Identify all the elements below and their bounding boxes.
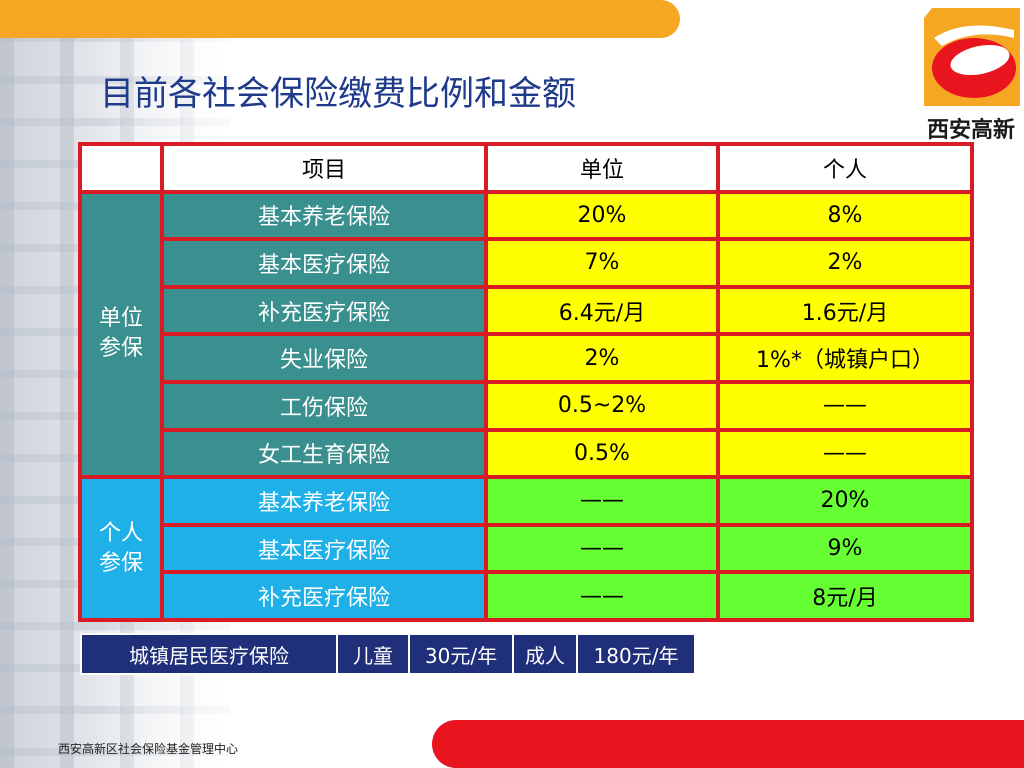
bottom-decorative-bar <box>432 720 1024 768</box>
personal-rate-cell: 1.6元/月 <box>716 284 974 337</box>
item-cell: 基本养老保险 <box>160 475 488 527</box>
personal-rate-cell: —— <box>716 427 974 480</box>
header-cell-blank <box>78 142 164 194</box>
unit-rate-cell: 0.5~2% <box>484 379 720 432</box>
unit-rate-cell: 2% <box>484 332 720 384</box>
item-cell: 补充医疗保险 <box>160 570 488 622</box>
insurance-rate-table: 项目 单位 个人 单位 参保 基本养老保险 20% 8% 基本医疗保险 7% 2… <box>78 142 974 622</box>
table-row: 补充医疗保险 —— 8元/月 <box>80 570 974 622</box>
table-row: 失业保险 2% 1%*（城镇户口） <box>80 332 974 384</box>
unit-rate-cell: —— <box>484 475 720 527</box>
personal-rate-cell: 8元/月 <box>716 570 974 622</box>
item-cell: 女工生育保险 <box>160 427 488 480</box>
resident-insurance-row: 城镇居民医疗保险 儿童 30元/年 成人 180元/年 <box>80 633 696 675</box>
unit-rate-cell: 6.4元/月 <box>484 284 720 337</box>
personal-rate-cell: 1%*（城镇户口） <box>716 332 974 384</box>
personal-rate-cell: —— <box>716 379 974 432</box>
logo-icon <box>924 8 1020 106</box>
personal-rate-cell: 2% <box>716 237 974 289</box>
child-label: 儿童 <box>336 633 410 675</box>
resident-insurance-table: 城镇居民医疗保险 儿童 30元/年 成人 180元/年 <box>80 633 696 675</box>
resident-insurance-name: 城镇居民医疗保险 <box>80 633 338 675</box>
personal-rate-cell: 20% <box>716 475 974 527</box>
item-cell: 失业保险 <box>160 332 488 384</box>
unit-rate-cell: —— <box>484 522 720 575</box>
unit-rate-cell: 0.5% <box>484 427 720 480</box>
header-cell-unit: 单位 <box>484 142 720 194</box>
unit-rate-cell: —— <box>484 570 720 622</box>
item-cell: 基本医疗保险 <box>160 522 488 575</box>
page-title: 目前各社会保险缴费比例和金额 <box>100 74 576 114</box>
table-row: 补充医疗保险 6.4元/月 1.6元/月 <box>80 284 974 337</box>
top-decorative-bar <box>0 0 680 38</box>
header-cell-item: 项目 <box>160 142 488 194</box>
table-row: 基本医疗保险 7% 2% <box>80 237 974 289</box>
xian-gaoxin-logo: 西安高新 <box>918 8 1024 143</box>
table-header-row: 项目 单位 个人 <box>78 142 974 194</box>
adult-fee: 180元/年 <box>576 633 696 675</box>
logo-text: 西安高新 <box>926 118 1015 143</box>
footer-organization: 西安高新区社会保险基金管理中心 <box>58 742 239 756</box>
adult-label: 成人 <box>512 633 578 675</box>
item-cell: 工伤保险 <box>160 379 488 432</box>
group-label-individual: 个人 参保 <box>78 475 164 622</box>
personal-rate-cell: 9% <box>716 522 974 575</box>
child-fee: 30元/年 <box>408 633 514 675</box>
table-row: 工伤保险 0.5~2% —— <box>80 379 974 432</box>
item-cell: 基本养老保险 <box>160 189 488 242</box>
table-row: 单位 参保 基本养老保险 20% 8% <box>78 189 974 480</box>
item-cell: 基本医疗保险 <box>160 237 488 289</box>
item-cell: 补充医疗保险 <box>160 284 488 337</box>
personal-rate-cell: 8% <box>716 189 974 242</box>
header-cell-personal: 个人 <box>716 142 974 194</box>
unit-rate-cell: 20% <box>484 189 720 242</box>
unit-rate-cell: 7% <box>484 237 720 289</box>
table-row: 女工生育保险 0.5% —— <box>80 427 974 480</box>
group-label-employer: 单位 参保 <box>78 189 164 480</box>
table-row: 基本医疗保险 —— 9% <box>80 522 974 575</box>
table-row: 个人 参保 基本养老保险 —— 20% <box>78 475 974 622</box>
